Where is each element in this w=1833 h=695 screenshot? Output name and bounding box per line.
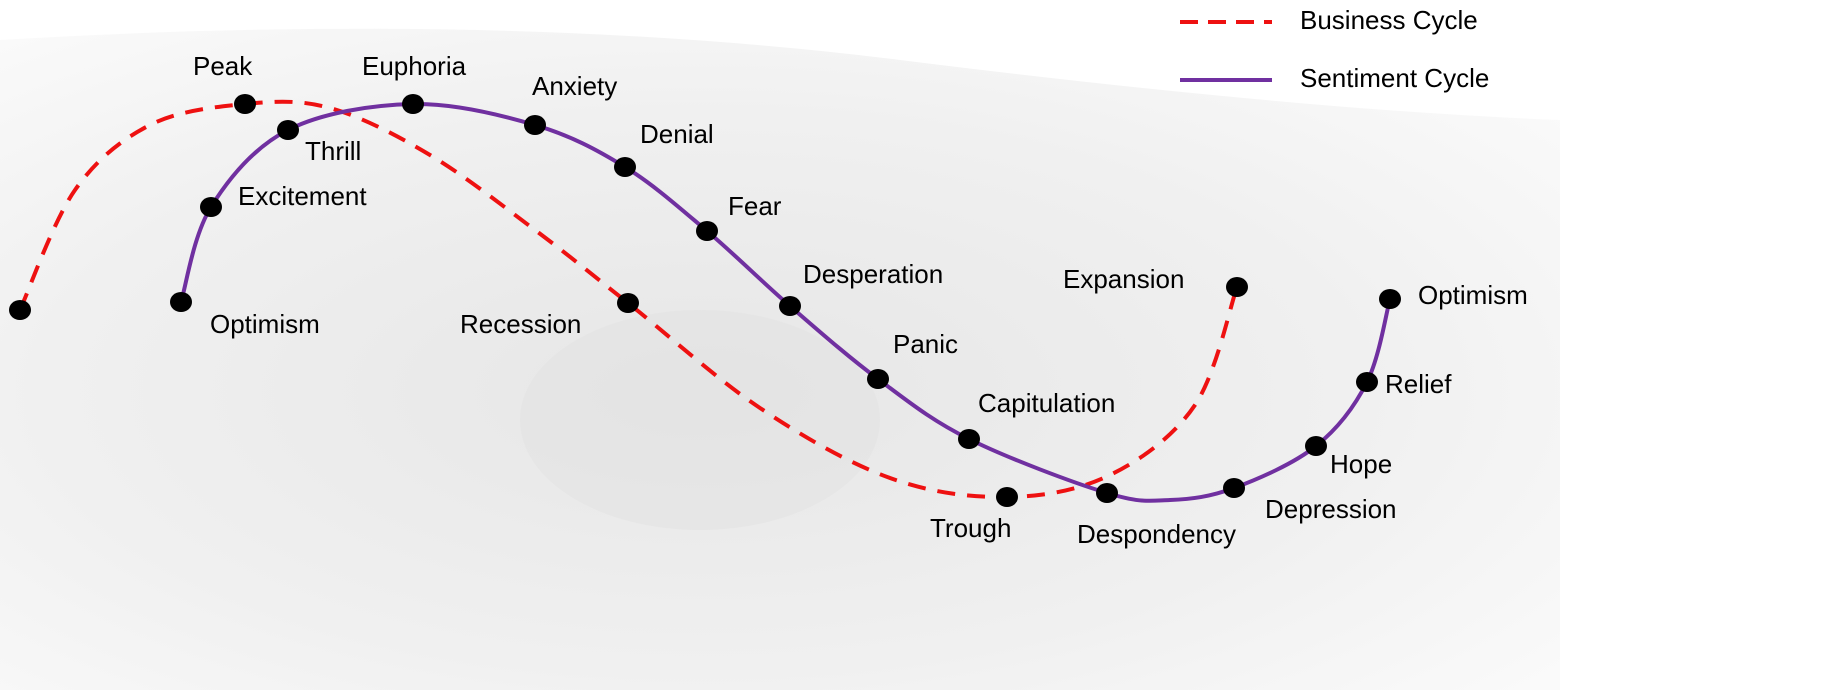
point-label: Thrill [305,136,361,166]
point-label: Depression [1265,494,1397,524]
point-label: Anxiety [532,71,617,101]
point [696,221,718,241]
point [1223,478,1245,498]
point [958,429,980,449]
point-label: Despondency [1077,519,1236,549]
point-label: Optimism [210,309,320,339]
point [617,293,639,313]
point [1356,372,1378,392]
point [996,487,1018,507]
diagram: Business Cycle Sentiment Cycle Peak Reces… [0,0,1833,690]
point-label: Capitulation [978,388,1115,418]
point [170,292,192,312]
page: {"legend": [{"label": "Business Cycle"},… [0,0,1833,690]
point [524,115,546,135]
point [9,300,31,320]
background-shape [520,310,880,530]
point-label: Denial [640,119,714,149]
point [1379,289,1401,309]
point-label: Excitement [238,181,367,211]
point-label: Expansion [1063,264,1184,294]
point [614,157,636,177]
point-label: Hope [1330,449,1392,479]
legend-label: Business Cycle [1300,5,1478,35]
point [779,296,801,316]
legend-label: Sentiment Cycle [1300,63,1489,93]
point-label: Desperation [803,259,943,289]
point [234,94,256,114]
point-label: Trough [930,513,1011,543]
point [402,94,424,114]
point-label: Panic [893,329,958,359]
point [277,120,299,140]
point [1305,436,1327,456]
point-label: Optimism [1418,280,1528,310]
point-label: Relief [1385,369,1452,399]
point [1096,483,1118,503]
point-label: Euphoria [362,51,467,81]
point-label: Recession [460,309,581,339]
point-label: Peak [193,51,253,81]
point [867,369,889,389]
point [1226,277,1248,297]
point [200,197,222,217]
point-label: Fear [728,191,782,221]
